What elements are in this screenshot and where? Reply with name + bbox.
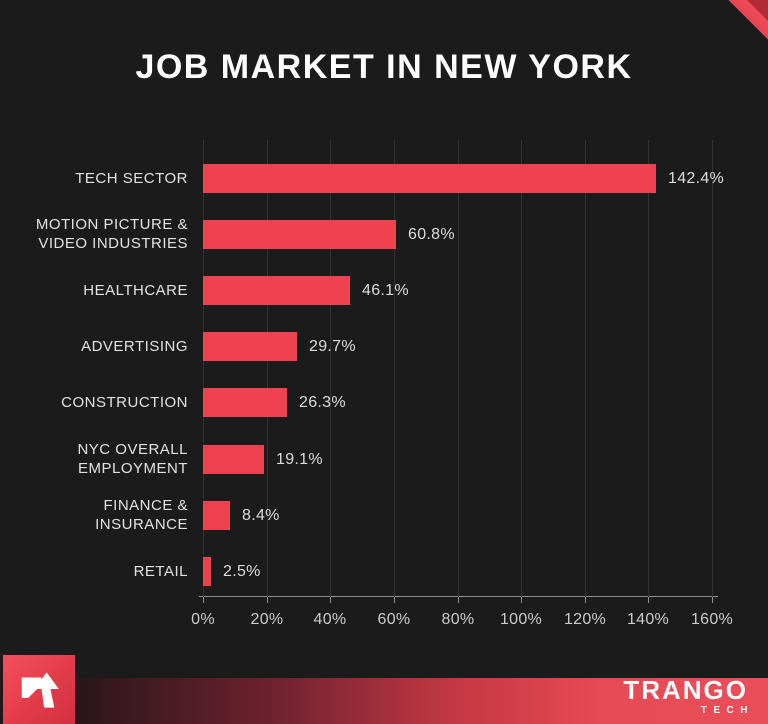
x-axis-tick: [521, 597, 522, 603]
gridline: [394, 140, 395, 597]
chart-title: JOB MARKET IN NEW YORK: [135, 48, 633, 86]
bar: [203, 557, 211, 586]
bar: [203, 164, 656, 193]
x-tick-label: 40%: [313, 611, 347, 628]
category-label: RETAIL: [133, 563, 188, 580]
bar: [203, 445, 264, 474]
x-axis-tick: [458, 597, 459, 603]
trango-logo: [3, 655, 75, 724]
bar-chart-plot-area: 0% 20% 40% 60% 80% 100% 120% 140% 160% TECH SECTO…: [36, 140, 733, 628]
bar: [203, 220, 396, 249]
footer-band: [0, 678, 768, 724]
bar: [203, 388, 287, 417]
x-tick-label: 20%: [250, 611, 284, 628]
x-axis-tick: [267, 597, 268, 603]
brand-subtitle: TECH: [700, 705, 754, 716]
x-axis-tick: [585, 597, 586, 603]
bar: [203, 276, 350, 305]
gridline: [203, 140, 204, 597]
category-label: TECH SECTOR: [75, 170, 188, 187]
x-axis-tick: [330, 597, 331, 603]
value-label: 19.1%: [276, 451, 323, 468]
category-label: HEALTHCARE: [83, 282, 188, 299]
brand-wordmark: TRANGO TECH: [623, 677, 748, 716]
gridline: [458, 140, 459, 597]
gridline: [521, 140, 522, 597]
x-tick-label: 160%: [690, 611, 734, 628]
gridline: [330, 140, 331, 597]
x-tick-label: 120%: [563, 611, 607, 628]
x-axis-tick: [648, 597, 649, 603]
corner-accent-fold: [747, 0, 768, 21]
x-axis-tick: [394, 597, 395, 603]
category-label: FINANCE & INSURANCE: [95, 497, 188, 533]
value-label: 29.7%: [309, 338, 356, 355]
value-label: 26.3%: [299, 394, 346, 411]
x-tick-label: 60%: [377, 611, 411, 628]
x-tick-label: 100%: [499, 611, 543, 628]
gridline: [585, 140, 586, 597]
value-label: 46.1%: [362, 282, 409, 299]
brand-name: TRANGO: [623, 675, 748, 705]
category-label: MOTION PICTURE & VIDEO INDUSTRIES: [35, 216, 188, 252]
bar: [203, 501, 230, 530]
x-axis-tick: [712, 597, 713, 603]
bar: [203, 332, 297, 361]
value-label: 2.5%: [223, 563, 261, 580]
corner-accent-ribbon: [728, 0, 768, 40]
x-tick-label: 140%: [626, 611, 670, 628]
x-axis-tick: [203, 597, 204, 603]
value-label: 142.4%: [668, 170, 725, 187]
value-label: 8.4%: [242, 507, 280, 524]
category-label: ADVERTISING: [81, 338, 188, 355]
gridline: [712, 140, 713, 597]
x-tick-label: 80%: [441, 611, 475, 628]
arrow-up-icon: [21, 671, 59, 708]
value-label: 60.8%: [408, 226, 455, 243]
x-tick-label: 0%: [191, 611, 215, 628]
category-label: CONSTRUCTION: [61, 394, 188, 411]
gridline: [648, 140, 649, 597]
gridline: [267, 140, 268, 597]
category-label: NYC OVERALL EMPLOYMENT: [77, 441, 188, 477]
